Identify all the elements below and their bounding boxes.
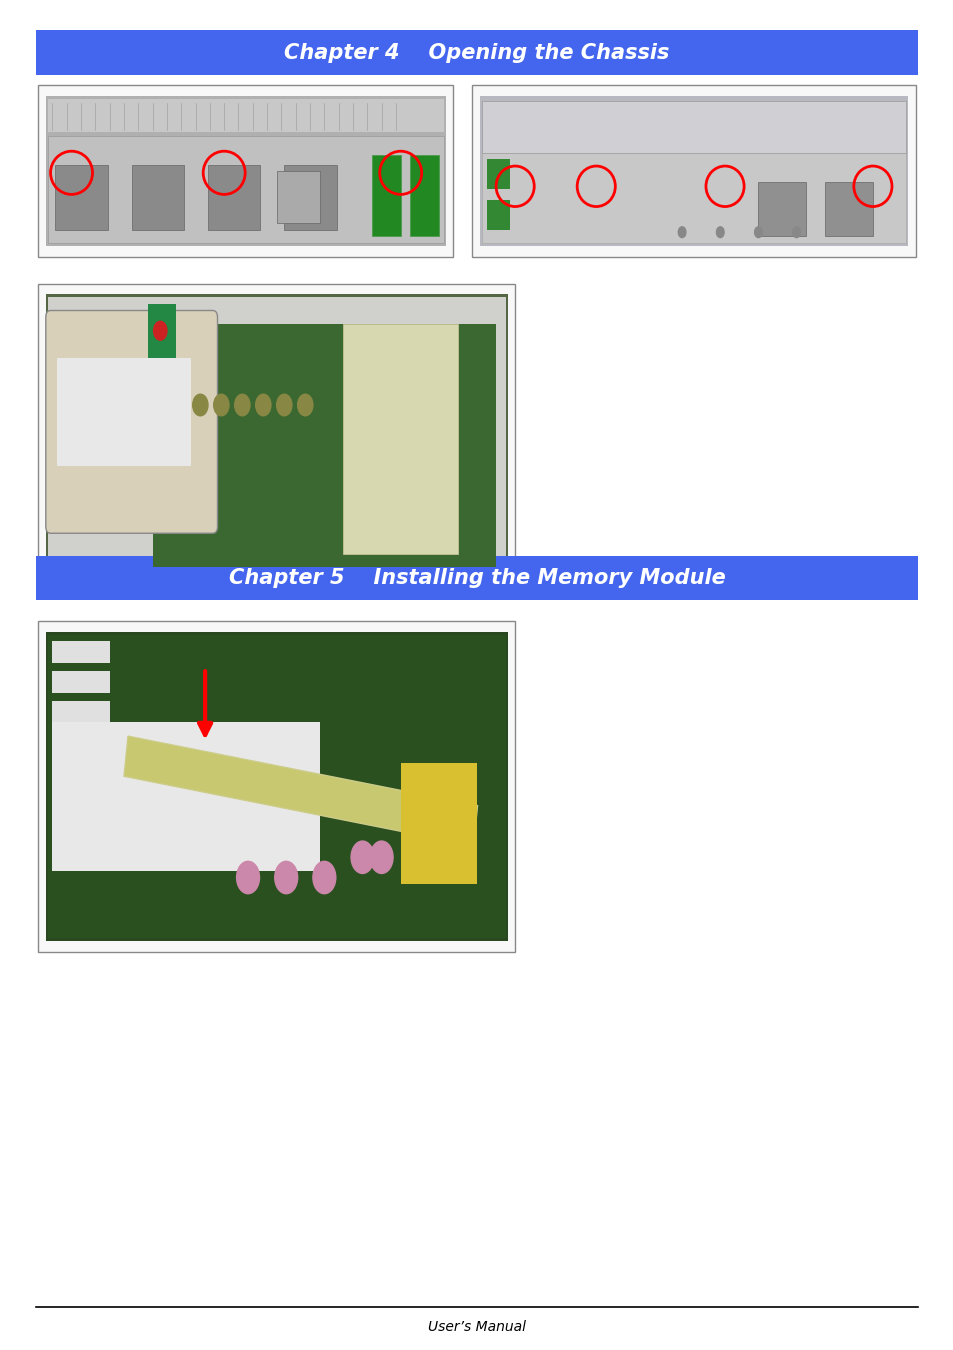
Circle shape xyxy=(351,841,374,873)
Bar xyxy=(132,165,184,230)
Bar xyxy=(52,671,110,693)
Bar xyxy=(48,634,505,938)
Bar xyxy=(481,101,905,153)
Bar xyxy=(46,632,507,941)
Text: User’s Manual: User’s Manual xyxy=(428,1320,525,1334)
Bar xyxy=(38,284,515,580)
Bar xyxy=(38,621,515,952)
Bar xyxy=(343,324,457,554)
Bar xyxy=(486,200,510,230)
Text: Chapter 4    Opening the Chassis: Chapter 4 Opening the Chassis xyxy=(284,43,669,62)
Bar xyxy=(57,358,191,466)
Text: Chapter 5    Installing the Memory Module: Chapter 5 Installing the Memory Module xyxy=(229,568,724,587)
Bar xyxy=(400,763,476,884)
Bar xyxy=(36,31,917,74)
Circle shape xyxy=(236,861,259,894)
Bar xyxy=(52,701,110,722)
FancyBboxPatch shape xyxy=(46,310,217,533)
Circle shape xyxy=(716,227,723,238)
Circle shape xyxy=(370,841,393,873)
Bar xyxy=(46,294,507,570)
Circle shape xyxy=(754,227,761,238)
Circle shape xyxy=(313,861,335,894)
Bar xyxy=(48,136,443,243)
Bar xyxy=(284,165,336,230)
Bar xyxy=(824,182,872,236)
Bar xyxy=(410,155,438,236)
Bar xyxy=(36,556,917,599)
Bar xyxy=(208,165,260,230)
Bar xyxy=(472,85,915,256)
Bar xyxy=(46,96,445,246)
Bar xyxy=(55,165,108,230)
Circle shape xyxy=(792,227,800,238)
Circle shape xyxy=(234,394,250,416)
Circle shape xyxy=(274,861,297,894)
Bar xyxy=(52,722,319,871)
Circle shape xyxy=(297,394,313,416)
Bar xyxy=(481,126,905,243)
Bar xyxy=(52,641,110,663)
Bar xyxy=(124,736,477,845)
Circle shape xyxy=(276,394,292,416)
Circle shape xyxy=(193,394,208,416)
Circle shape xyxy=(153,321,167,340)
Bar xyxy=(152,324,496,567)
Bar xyxy=(758,182,805,236)
Bar xyxy=(48,297,505,567)
Bar xyxy=(276,171,319,223)
Bar xyxy=(148,304,176,392)
Circle shape xyxy=(255,394,271,416)
Bar xyxy=(38,85,453,256)
Circle shape xyxy=(678,227,685,238)
Bar xyxy=(372,155,400,236)
Circle shape xyxy=(213,394,229,416)
Bar xyxy=(48,99,443,132)
Bar xyxy=(479,96,907,246)
Bar xyxy=(486,159,510,189)
